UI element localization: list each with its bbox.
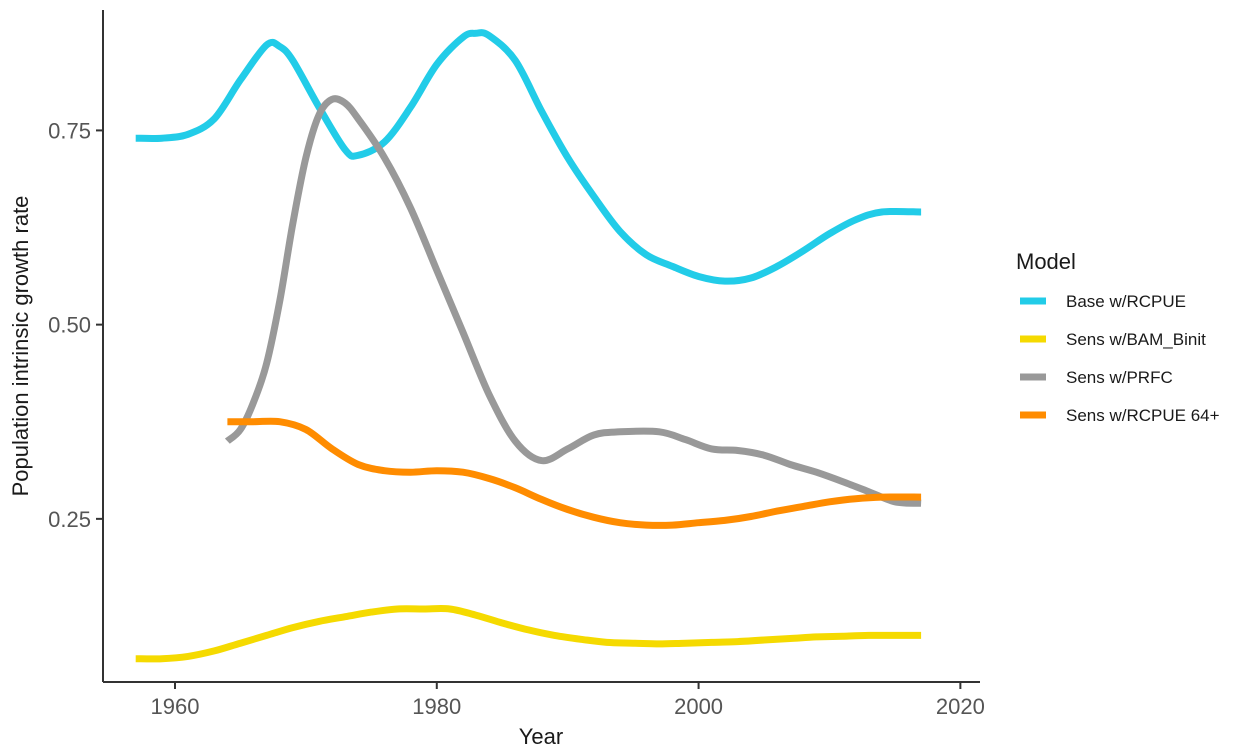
series-line-sens-w-bam-binit	[135, 605, 922, 663]
legend-item-sens-w-bam-binit: Sens w/BAM_Binit	[1020, 330, 1206, 349]
x-tick-label: 1980	[412, 694, 461, 719]
y-tick-label: 0.50	[48, 313, 91, 338]
legend-item-sens-w-prfc: Sens w/PRFC	[1020, 368, 1173, 387]
series-layer	[135, 29, 922, 663]
legend-label: Sens w/BAM_Binit	[1066, 330, 1206, 349]
legend-title: Model	[1016, 249, 1076, 274]
series-line-sens-w-rcpue-64	[227, 417, 922, 529]
x-axis-title: Year	[519, 724, 563, 749]
y-tick-label: 0.25	[48, 507, 91, 532]
x-axis-ticks: 1960 1980 2000 2020	[151, 682, 985, 719]
series-line-base-w-rcpue	[135, 29, 922, 285]
y-axis-title: Population intrinsic growth rate	[8, 196, 33, 497]
legend-item-base-w-rcpue: Base w/RCPUE	[1020, 292, 1186, 311]
legend: Model Base w/RCPUE Sens w/BAM_Binit Sens w…	[1016, 249, 1220, 425]
series-line-sens-w-prfc	[224, 95, 922, 507]
x-tick-label: 2000	[674, 694, 723, 719]
legend-label: Sens w/PRFC	[1066, 368, 1173, 387]
plot-area: 1960 1980 2000 2020 0.25 0.50 0.75	[48, 10, 985, 719]
legend-item-sens-w-rcpue-64: Sens w/RCPUE 64+	[1020, 406, 1220, 425]
legend-items: Base w/RCPUE Sens w/BAM_Binit Sens w/PRFC S…	[1020, 292, 1220, 425]
y-axis-ticks: 0.25 0.50 0.75	[48, 118, 103, 532]
x-tick-label: 2020	[936, 694, 985, 719]
y-tick-label: 0.75	[48, 118, 91, 143]
legend-label: Base w/RCPUE	[1066, 292, 1186, 311]
x-tick-label: 1960	[151, 694, 200, 719]
legend-label: Sens w/RCPUE 64+	[1066, 406, 1220, 425]
